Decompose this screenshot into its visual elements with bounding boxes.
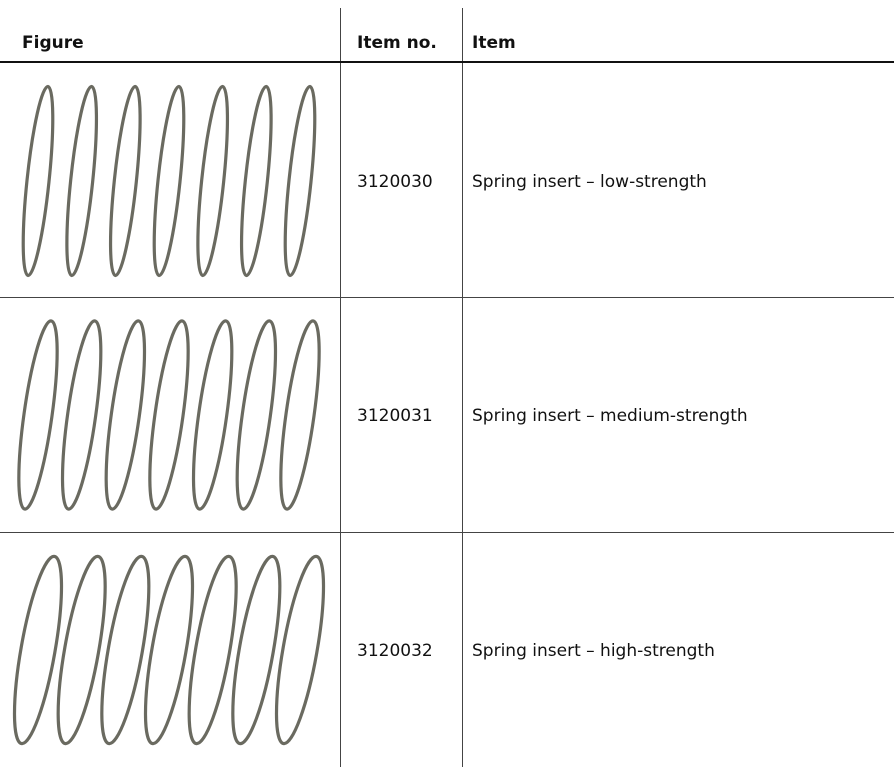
spring-coil bbox=[100, 554, 151, 746]
spring-coil bbox=[104, 319, 147, 511]
header-rule bbox=[0, 61, 894, 63]
spring-coil bbox=[60, 319, 103, 511]
item-number: 3120030 bbox=[357, 172, 433, 192]
spring-coil bbox=[235, 319, 278, 511]
item-name: Spring insert – high-strength bbox=[472, 641, 715, 661]
spring-coil bbox=[65, 84, 99, 278]
row-rule bbox=[0, 297, 894, 298]
spring-coil bbox=[143, 554, 195, 746]
spring-figure bbox=[21, 84, 317, 278]
spring-coil bbox=[21, 84, 55, 278]
column-header: Figure bbox=[22, 33, 84, 53]
spring-coil bbox=[196, 84, 230, 278]
spring-coil bbox=[239, 84, 273, 278]
column-divider bbox=[462, 8, 463, 767]
spring-coil bbox=[152, 84, 186, 278]
spring-coil bbox=[279, 319, 321, 511]
item-name: Spring insert – medium-strength bbox=[472, 406, 748, 426]
spring-coil bbox=[108, 84, 142, 278]
spring-coil bbox=[191, 319, 234, 511]
spring-figure bbox=[12, 554, 326, 746]
row-rule bbox=[0, 532, 894, 533]
item-number: 3120032 bbox=[357, 641, 433, 661]
spring-coil bbox=[17, 319, 59, 511]
spring-coil bbox=[274, 554, 326, 746]
spring-figure bbox=[17, 319, 321, 511]
item-name: Spring insert – low-strength bbox=[472, 172, 707, 192]
spring-coil bbox=[12, 554, 64, 746]
spring-coil bbox=[187, 554, 238, 746]
spring-coil bbox=[231, 554, 282, 746]
item-number: 3120031 bbox=[357, 406, 433, 426]
column-header: Item no. bbox=[357, 33, 437, 53]
spring-coil bbox=[283, 84, 317, 278]
spring-coil bbox=[56, 554, 107, 746]
column-header: Item bbox=[472, 33, 516, 53]
spring-coil bbox=[148, 319, 190, 511]
column-divider bbox=[340, 8, 341, 767]
